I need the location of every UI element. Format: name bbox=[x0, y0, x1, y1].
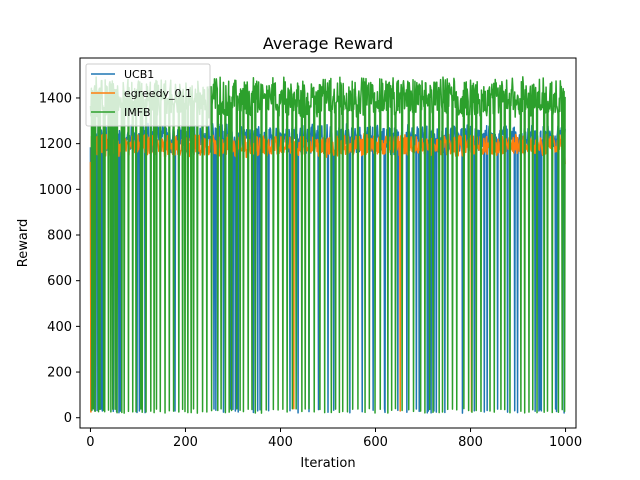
y-tick-label: 200 bbox=[47, 366, 72, 381]
x-tick-label: 400 bbox=[268, 435, 293, 450]
legend-box bbox=[85, 63, 211, 127]
y-axis-label: Reward bbox=[16, 219, 31, 267]
plot-series-group bbox=[89, 76, 566, 414]
x-tick-label: 800 bbox=[458, 435, 483, 450]
x-tick-label: 200 bbox=[173, 435, 198, 450]
legend-item-ucb1: UCB1 bbox=[91, 68, 154, 81]
y-tick-label: 400 bbox=[47, 320, 72, 335]
x-axis-ticks: 0 200 400 600 800 1000 bbox=[86, 428, 582, 450]
legend-label-ucb1: UCB1 bbox=[124, 68, 154, 81]
y-tick-label: 600 bbox=[47, 274, 72, 289]
series-line-imfb bbox=[89, 76, 566, 414]
x-tick-label: 600 bbox=[363, 435, 388, 450]
legend-label-imfb: IMFB bbox=[124, 106, 151, 119]
plot-frame bbox=[79, 57, 577, 429]
legend-item-imfb: IMFB bbox=[91, 106, 151, 119]
y-axis-ticks: 0 200 400 600 800 1000 1200 1400 bbox=[39, 91, 80, 426]
x-axis-label: Iteration bbox=[300, 456, 355, 471]
y-tick-label: 1000 bbox=[39, 183, 72, 198]
legend: UCB1 egreedy_0.1 IMFB bbox=[85, 63, 211, 127]
x-tick-label: 1000 bbox=[549, 435, 582, 450]
legend-label-egreedy: egreedy_0.1 bbox=[124, 87, 192, 100]
x-tick-label: 0 bbox=[86, 435, 94, 450]
y-tick-label: 0 bbox=[64, 411, 72, 426]
y-tick-label: 1400 bbox=[39, 91, 72, 106]
legend-item-egreedy: egreedy_0.1 bbox=[91, 87, 192, 100]
y-tick-label: 1200 bbox=[39, 137, 72, 152]
y-tick-label: 800 bbox=[47, 229, 72, 244]
chart-title: Average Reward bbox=[263, 34, 393, 53]
